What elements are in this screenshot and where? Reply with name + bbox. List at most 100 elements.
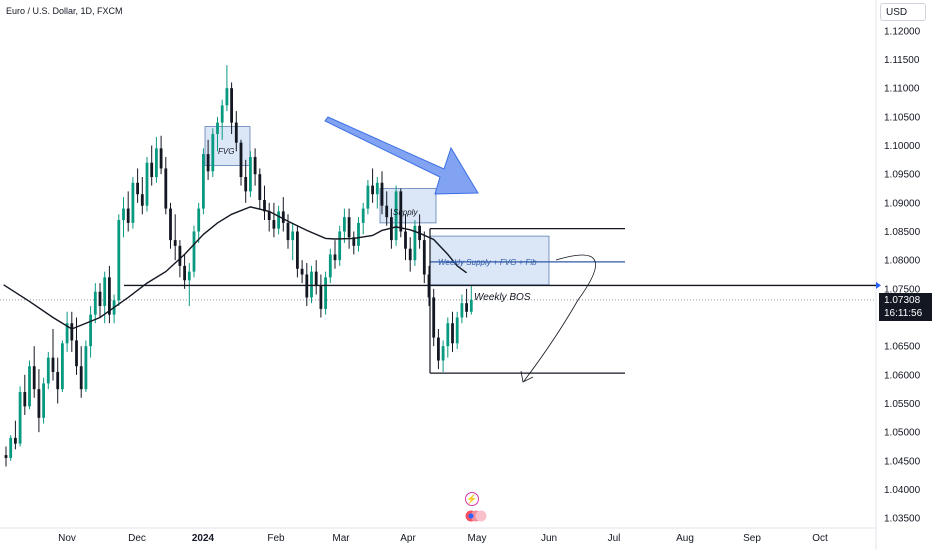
zones-layer xyxy=(0,126,876,301)
candle-body xyxy=(413,225,417,261)
candle-body xyxy=(286,222,290,241)
candle-body xyxy=(103,277,107,307)
candle-body xyxy=(324,277,327,309)
candle-body xyxy=(399,191,403,232)
candle-body xyxy=(408,248,412,261)
time-tick-label: Mar xyxy=(332,533,350,544)
weekly-zone-label: Weekly Supply + FVG + Fib xyxy=(438,258,537,267)
bearish-arrow-icon[interactable] xyxy=(324,116,479,195)
candle-body xyxy=(192,231,196,272)
candle-body xyxy=(150,162,154,178)
candle-body xyxy=(206,154,210,172)
currency-button[interactable]: USD xyxy=(880,3,926,21)
candle-body xyxy=(216,122,219,135)
candle-body xyxy=(277,211,280,229)
candle-body xyxy=(437,337,440,361)
candle-body xyxy=(310,271,313,298)
candle-body xyxy=(145,162,149,206)
price-tick-label: 1.09500 xyxy=(884,170,921,181)
candle-body xyxy=(79,366,83,390)
candle-body xyxy=(18,392,22,444)
candle-body xyxy=(51,357,55,372)
weekly-bos-label: Weekly BOS xyxy=(474,292,531,303)
candle-body xyxy=(446,323,450,347)
time-tick-label: Apr xyxy=(400,533,416,544)
moving-average-line xyxy=(3,206,468,330)
candle-body xyxy=(465,303,468,312)
candle-body xyxy=(122,208,125,221)
candle-body xyxy=(61,343,64,390)
price-tick-label: 1.03500 xyxy=(884,514,921,525)
candle-body xyxy=(169,208,172,241)
candle-body xyxy=(211,134,215,172)
candle-body xyxy=(239,142,243,178)
candle-body xyxy=(65,323,69,344)
bos-line-marker xyxy=(876,281,881,289)
candle-body xyxy=(361,208,365,223)
candle-body xyxy=(422,240,426,275)
price-tick-label: 1.04500 xyxy=(884,456,921,467)
candle-body xyxy=(126,208,130,223)
price-tick-label: 1.08000 xyxy=(884,256,921,267)
bar-countdown-label: 16:11:56 xyxy=(884,308,923,319)
candle-body xyxy=(366,185,370,209)
candle-body xyxy=(385,205,389,218)
time-tick-label: Feb xyxy=(267,533,285,544)
candle-body xyxy=(300,268,304,275)
time-tick-label: Nov xyxy=(58,533,76,544)
candle-body xyxy=(131,182,135,223)
candle-body xyxy=(4,455,8,458)
candle-body xyxy=(404,231,407,249)
candle-body xyxy=(84,346,88,390)
candle-body xyxy=(371,185,374,195)
candle-body xyxy=(225,88,229,106)
candle-body xyxy=(93,291,97,315)
candle-body xyxy=(328,254,332,278)
time-tick-label: Oct xyxy=(812,533,828,544)
candle-body xyxy=(249,156,252,192)
candle-body xyxy=(319,285,323,309)
candle-body xyxy=(197,208,201,232)
price-tick-label: 1.11500 xyxy=(884,55,920,66)
candle-body xyxy=(42,383,45,418)
candle-body xyxy=(173,240,177,246)
time-tick-label: Dec xyxy=(128,533,146,544)
candle-body xyxy=(89,314,92,347)
time-axis[interactable]: Nov Dec 2024 Feb Mar Apr May Jun Jul Aug Sep Oct xyxy=(58,533,828,544)
candle-body xyxy=(347,217,351,238)
price-tick-label: 1.11000 xyxy=(884,84,920,95)
weekly-supply-zone[interactable] xyxy=(429,235,550,286)
economic-events-icon[interactable] xyxy=(465,510,489,522)
candle-body xyxy=(469,299,473,312)
current-price-label: 1.07308 xyxy=(884,295,921,306)
candle-body xyxy=(32,366,36,390)
chart-title: Euro / U.S. Dollar, 1D, FXCM xyxy=(6,6,123,16)
supply-zone[interactable] xyxy=(379,188,437,224)
lightning-icon[interactable]: ⚡ xyxy=(465,492,479,506)
candle-body xyxy=(136,182,139,195)
candle-body xyxy=(178,245,182,266)
price-tick-label: 1.06500 xyxy=(884,342,921,353)
candle-body xyxy=(98,291,102,307)
candle-body xyxy=(70,323,74,341)
candle-body xyxy=(9,437,13,458)
candle-body xyxy=(291,231,295,241)
candle-body xyxy=(253,156,257,175)
candle-body xyxy=(187,271,191,281)
time-tick-label: May xyxy=(468,533,487,544)
annotations-layer: FVG Supply Weekly Supply + FVG + Fib Weekly… xyxy=(3,116,881,383)
candle-body xyxy=(258,174,262,200)
supply-label: Supply xyxy=(393,208,418,217)
projection-arrowhead-icon xyxy=(520,370,534,383)
candle-body xyxy=(230,88,233,123)
time-tick-label: Jun xyxy=(541,533,557,544)
candle-body xyxy=(380,182,384,206)
candle-body xyxy=(460,303,464,318)
price-tick-label: 1.05000 xyxy=(884,428,921,439)
candle-body xyxy=(357,222,360,246)
price-tick-label: 1.06000 xyxy=(884,370,921,381)
candle-body xyxy=(117,220,121,301)
candle-body xyxy=(234,122,238,143)
price-tick-label: 1.04000 xyxy=(884,485,921,496)
